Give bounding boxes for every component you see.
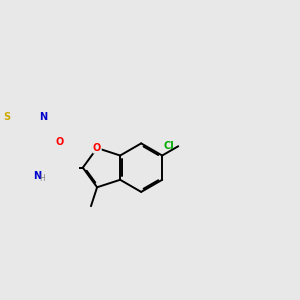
Text: S: S: [4, 112, 11, 122]
Text: N: N: [40, 112, 48, 122]
Text: Cl: Cl: [164, 141, 175, 151]
Text: N: N: [33, 171, 41, 181]
Text: O: O: [56, 137, 64, 147]
Text: O: O: [93, 143, 101, 153]
Text: H: H: [39, 174, 45, 183]
